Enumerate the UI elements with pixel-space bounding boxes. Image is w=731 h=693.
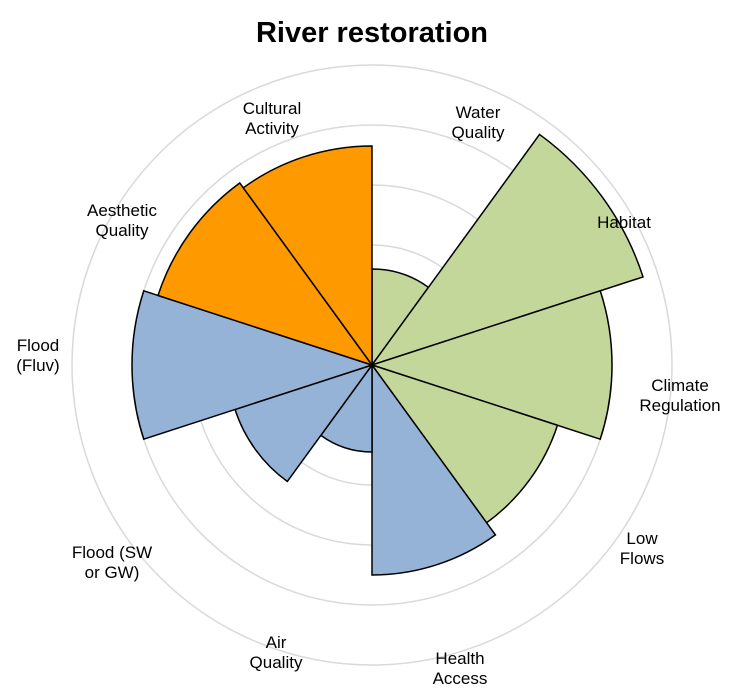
wedge [242, 145, 373, 368]
grid-ring [71, 64, 673, 666]
wedge [371, 362, 497, 576]
category-label: Air Quality [250, 633, 303, 672]
category-label: Climate Regulation [639, 376, 720, 415]
wedge [369, 289, 613, 441]
wedge [370, 133, 644, 367]
wedge [370, 363, 559, 524]
chart-title: River restoration [256, 17, 488, 49]
wedge [234, 363, 374, 483]
category-label: Flood (Fluv) [16, 336, 59, 375]
category-label: Health Access [433, 649, 488, 688]
category-label: Low Flows [620, 529, 664, 568]
wedge [157, 181, 374, 367]
category-label: Water Quality [452, 103, 505, 142]
wedge [131, 289, 375, 441]
category-label: Flood (SW or GW) [72, 543, 152, 582]
category-label: Habitat [597, 213, 651, 232]
category-label: Aesthetic Quality [87, 201, 157, 240]
category-label: Cultural Activity [243, 99, 302, 138]
